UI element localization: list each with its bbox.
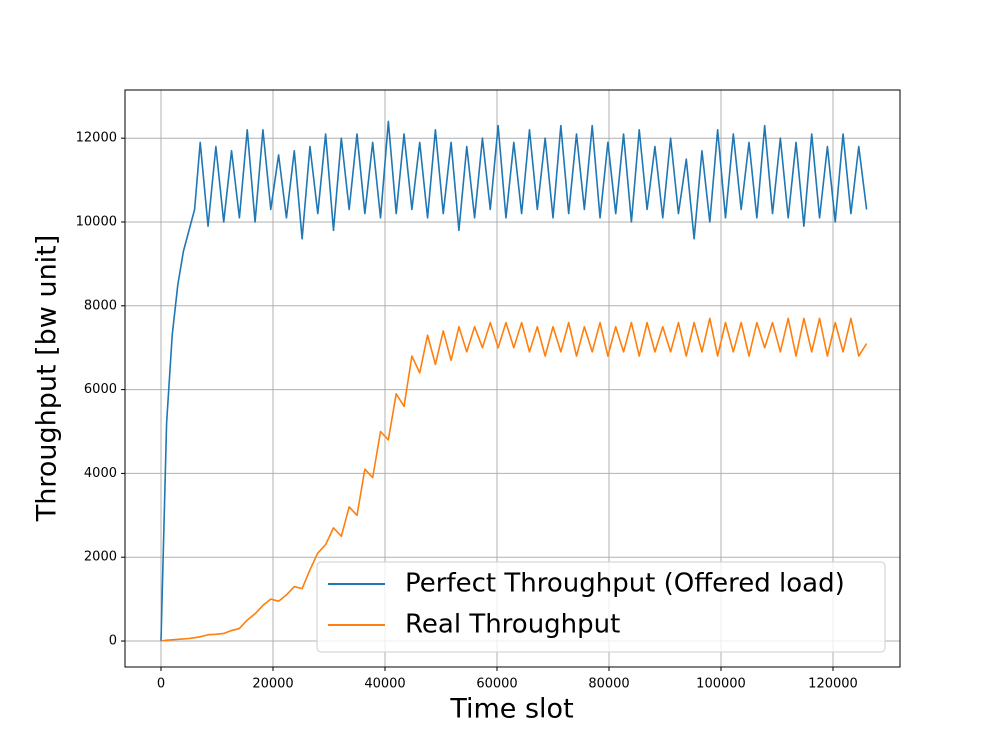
x-tick-label: 80000 bbox=[588, 677, 629, 692]
x-tick-label: 60000 bbox=[476, 677, 517, 692]
plot-frame bbox=[124, 89, 901, 668]
y-tick-label: 8000 bbox=[84, 298, 117, 313]
y-tick-label: 12000 bbox=[76, 131, 117, 146]
legend-label: Perfect Throughput (Offered load) bbox=[405, 569, 845, 599]
data-line bbox=[160, 317, 868, 642]
x-tick-label: 120000 bbox=[808, 677, 858, 692]
legend-label: Real Throughput bbox=[405, 610, 620, 640]
data-line bbox=[160, 120, 868, 642]
x-tick-label: 0 bbox=[157, 677, 165, 692]
y-axis-label: Throughput [bw unit] bbox=[32, 235, 63, 523]
x-tick-label: 100000 bbox=[696, 677, 746, 692]
x-tick-label: 20000 bbox=[252, 677, 293, 692]
x-axis-label: Time slot bbox=[449, 694, 573, 725]
legend: Perfect Throughput (Offered load) Real Th… bbox=[316, 561, 886, 653]
y-tick-label: 4000 bbox=[84, 466, 117, 481]
y-tick-label: 6000 bbox=[84, 382, 117, 397]
x-tick-label: 40000 bbox=[364, 677, 405, 692]
y-tick-label: 10000 bbox=[76, 214, 117, 229]
legend-box bbox=[316, 561, 886, 653]
y-tick-label: 2000 bbox=[84, 550, 117, 565]
y-tick-label: 0 bbox=[109, 634, 117, 649]
